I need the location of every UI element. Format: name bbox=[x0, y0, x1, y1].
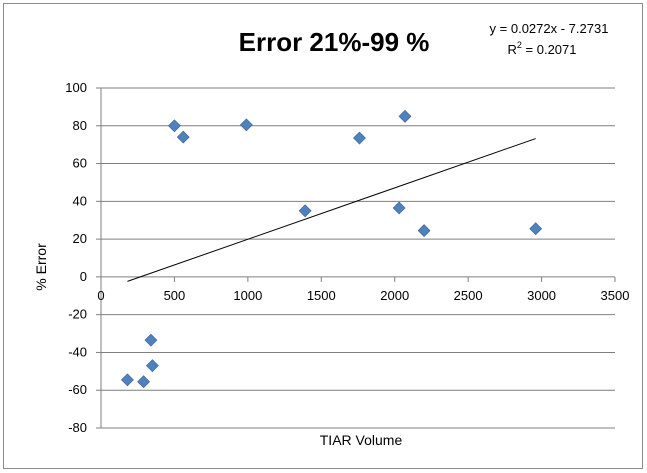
chart-title: Error 21%-99 % bbox=[239, 27, 430, 57]
y-tick-label: -80 bbox=[68, 420, 87, 435]
x-tick-label: 2500 bbox=[454, 288, 483, 303]
data-point bbox=[417, 224, 431, 238]
x-tick-label: 1500 bbox=[307, 288, 336, 303]
data-point bbox=[168, 119, 181, 133]
data-point bbox=[298, 204, 312, 218]
x-tick-label: 3500 bbox=[601, 288, 630, 303]
data-point bbox=[145, 359, 159, 373]
data-point bbox=[392, 201, 406, 215]
y-tick-label: 40 bbox=[73, 193, 87, 208]
trendline-equation: y = 0.0272x - 7.2731 bbox=[490, 21, 609, 36]
y-tick-label: 20 bbox=[73, 231, 87, 246]
y-tick-label: 0 bbox=[80, 269, 87, 284]
x-tick-label: 3000 bbox=[527, 288, 556, 303]
r-squared-symbol: R bbox=[508, 42, 517, 57]
x-axis-label: TIAR Volume bbox=[320, 432, 403, 448]
data-point bbox=[121, 373, 134, 387]
y-tick-label: -20 bbox=[68, 307, 87, 322]
trendline bbox=[127, 138, 536, 282]
data-point bbox=[176, 130, 190, 144]
r-squared-value: = 0.2071 bbox=[522, 42, 577, 57]
data-point bbox=[137, 375, 151, 389]
x-tick-label: 2000 bbox=[380, 288, 409, 303]
data-point bbox=[239, 118, 253, 132]
y-tick-label: -40 bbox=[68, 344, 87, 359]
trendline-layer bbox=[127, 138, 536, 282]
y-tick-label: 60 bbox=[73, 156, 87, 171]
axes bbox=[96, 87, 616, 429]
data-point bbox=[529, 222, 543, 236]
x-tick-label: 1000 bbox=[233, 288, 262, 303]
data-points bbox=[121, 109, 543, 389]
x-tick-label: 500 bbox=[164, 288, 186, 303]
r-squared-label: R2 = 0.2071 bbox=[508, 40, 577, 57]
data-point bbox=[353, 131, 366, 145]
x-tick-label: 0 bbox=[97, 288, 104, 303]
y-axis-label: % Error bbox=[33, 243, 49, 291]
y-tick-label: 80 bbox=[73, 118, 87, 133]
gridlines bbox=[101, 87, 615, 429]
chart-frame: -80 -60 -40 -20 0 20 40 60 80 100 0 500 1000 1500 2000… bbox=[3, 3, 643, 469]
r-squared-superscript: 2 bbox=[517, 40, 522, 50]
data-point bbox=[144, 333, 158, 347]
y-tick-label: -60 bbox=[68, 382, 87, 397]
data-point bbox=[398, 109, 412, 123]
y-tick-label: 100 bbox=[65, 80, 87, 95]
